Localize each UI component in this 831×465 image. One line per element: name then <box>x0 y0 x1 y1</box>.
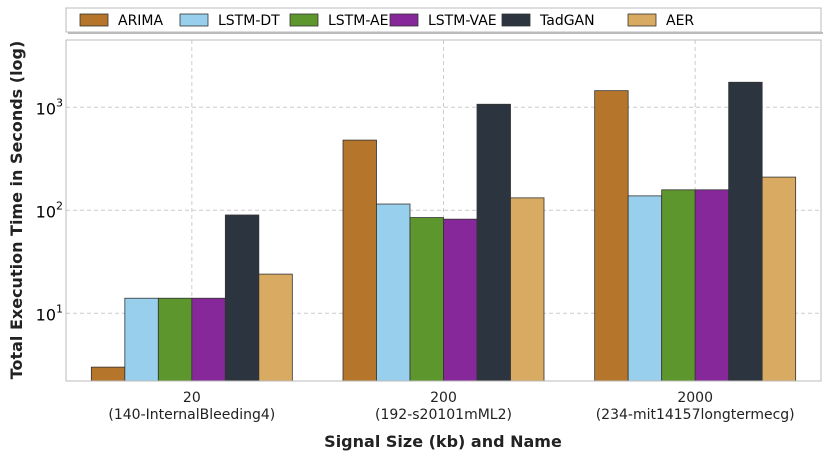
y-tick-label: 103 <box>36 96 63 118</box>
legend-shadow <box>68 32 823 34</box>
x-tick-name: (192-s20101mML2) <box>375 407 512 423</box>
bars <box>90 81 797 382</box>
bar-lstm-dt-3 <box>627 195 663 382</box>
legend-label: LSTM-AE <box>328 13 388 29</box>
bar-aer-2 <box>510 197 545 382</box>
bar-lstm-ae-1 <box>157 297 193 382</box>
x-tick-name: (140-InternalBleeding4) <box>108 407 275 423</box>
bar-tadgan-2 <box>476 103 511 382</box>
x-tick-size: 20 <box>183 390 201 406</box>
legend: ARIMA LSTM-DT LSTM-AE LSTM-VAE TadGAN AER <box>65 7 823 34</box>
x-axis-label: Signal Size (kb) and Name <box>324 432 562 451</box>
y-tick-label: 102 <box>36 199 63 221</box>
legend-label: TadGAN <box>539 13 595 29</box>
bar-lstm-ae-3 <box>661 189 696 382</box>
bar-arima-1 <box>90 366 126 382</box>
bar-tadgan-3 <box>728 81 763 382</box>
x-tick-size: 200 <box>430 390 457 406</box>
bar-lstm-vae-2 <box>443 218 478 382</box>
legend-label: ARIMA <box>118 13 164 29</box>
legend-label: AER <box>666 13 694 29</box>
legend-swatch <box>389 13 419 27</box>
legend-swatch <box>289 13 319 27</box>
y-tick-labels: 101 102 103 <box>36 96 63 324</box>
x-tick-labels: 20(140-InternalBleeding4) 200(192-s20101m… <box>108 390 794 423</box>
bar-aer-1 <box>258 273 293 382</box>
bar-aer-3 <box>761 176 797 382</box>
bar-arima-3 <box>594 90 629 382</box>
x-tick-size: 2000 <box>677 390 713 406</box>
bar-arima-2 <box>342 139 377 382</box>
legend-swatch <box>79 13 109 27</box>
legend-label: LSTM-DT <box>218 13 280 29</box>
y-tick-label: 101 <box>36 302 63 324</box>
bar-lstm-vae-1 <box>191 297 226 382</box>
plot-frame <box>65 39 822 382</box>
bar-lstm-ae-2 <box>409 217 444 382</box>
legend-swatch <box>179 13 209 27</box>
legend-label: LSTM-VAE <box>428 13 497 29</box>
legend-swatch <box>627 13 657 27</box>
x-tick-name: (234-mit14157longtermecg) <box>596 407 795 423</box>
bar-lstm-dt-1 <box>124 297 159 382</box>
bar-tadgan-1 <box>224 214 260 382</box>
bar-lstm-dt-2 <box>376 203 411 382</box>
y-axis-label: Total Execution Time in Seconds (log) <box>7 41 26 380</box>
legend-swatch <box>501 13 531 27</box>
bar-lstm-vae-3 <box>694 189 730 382</box>
